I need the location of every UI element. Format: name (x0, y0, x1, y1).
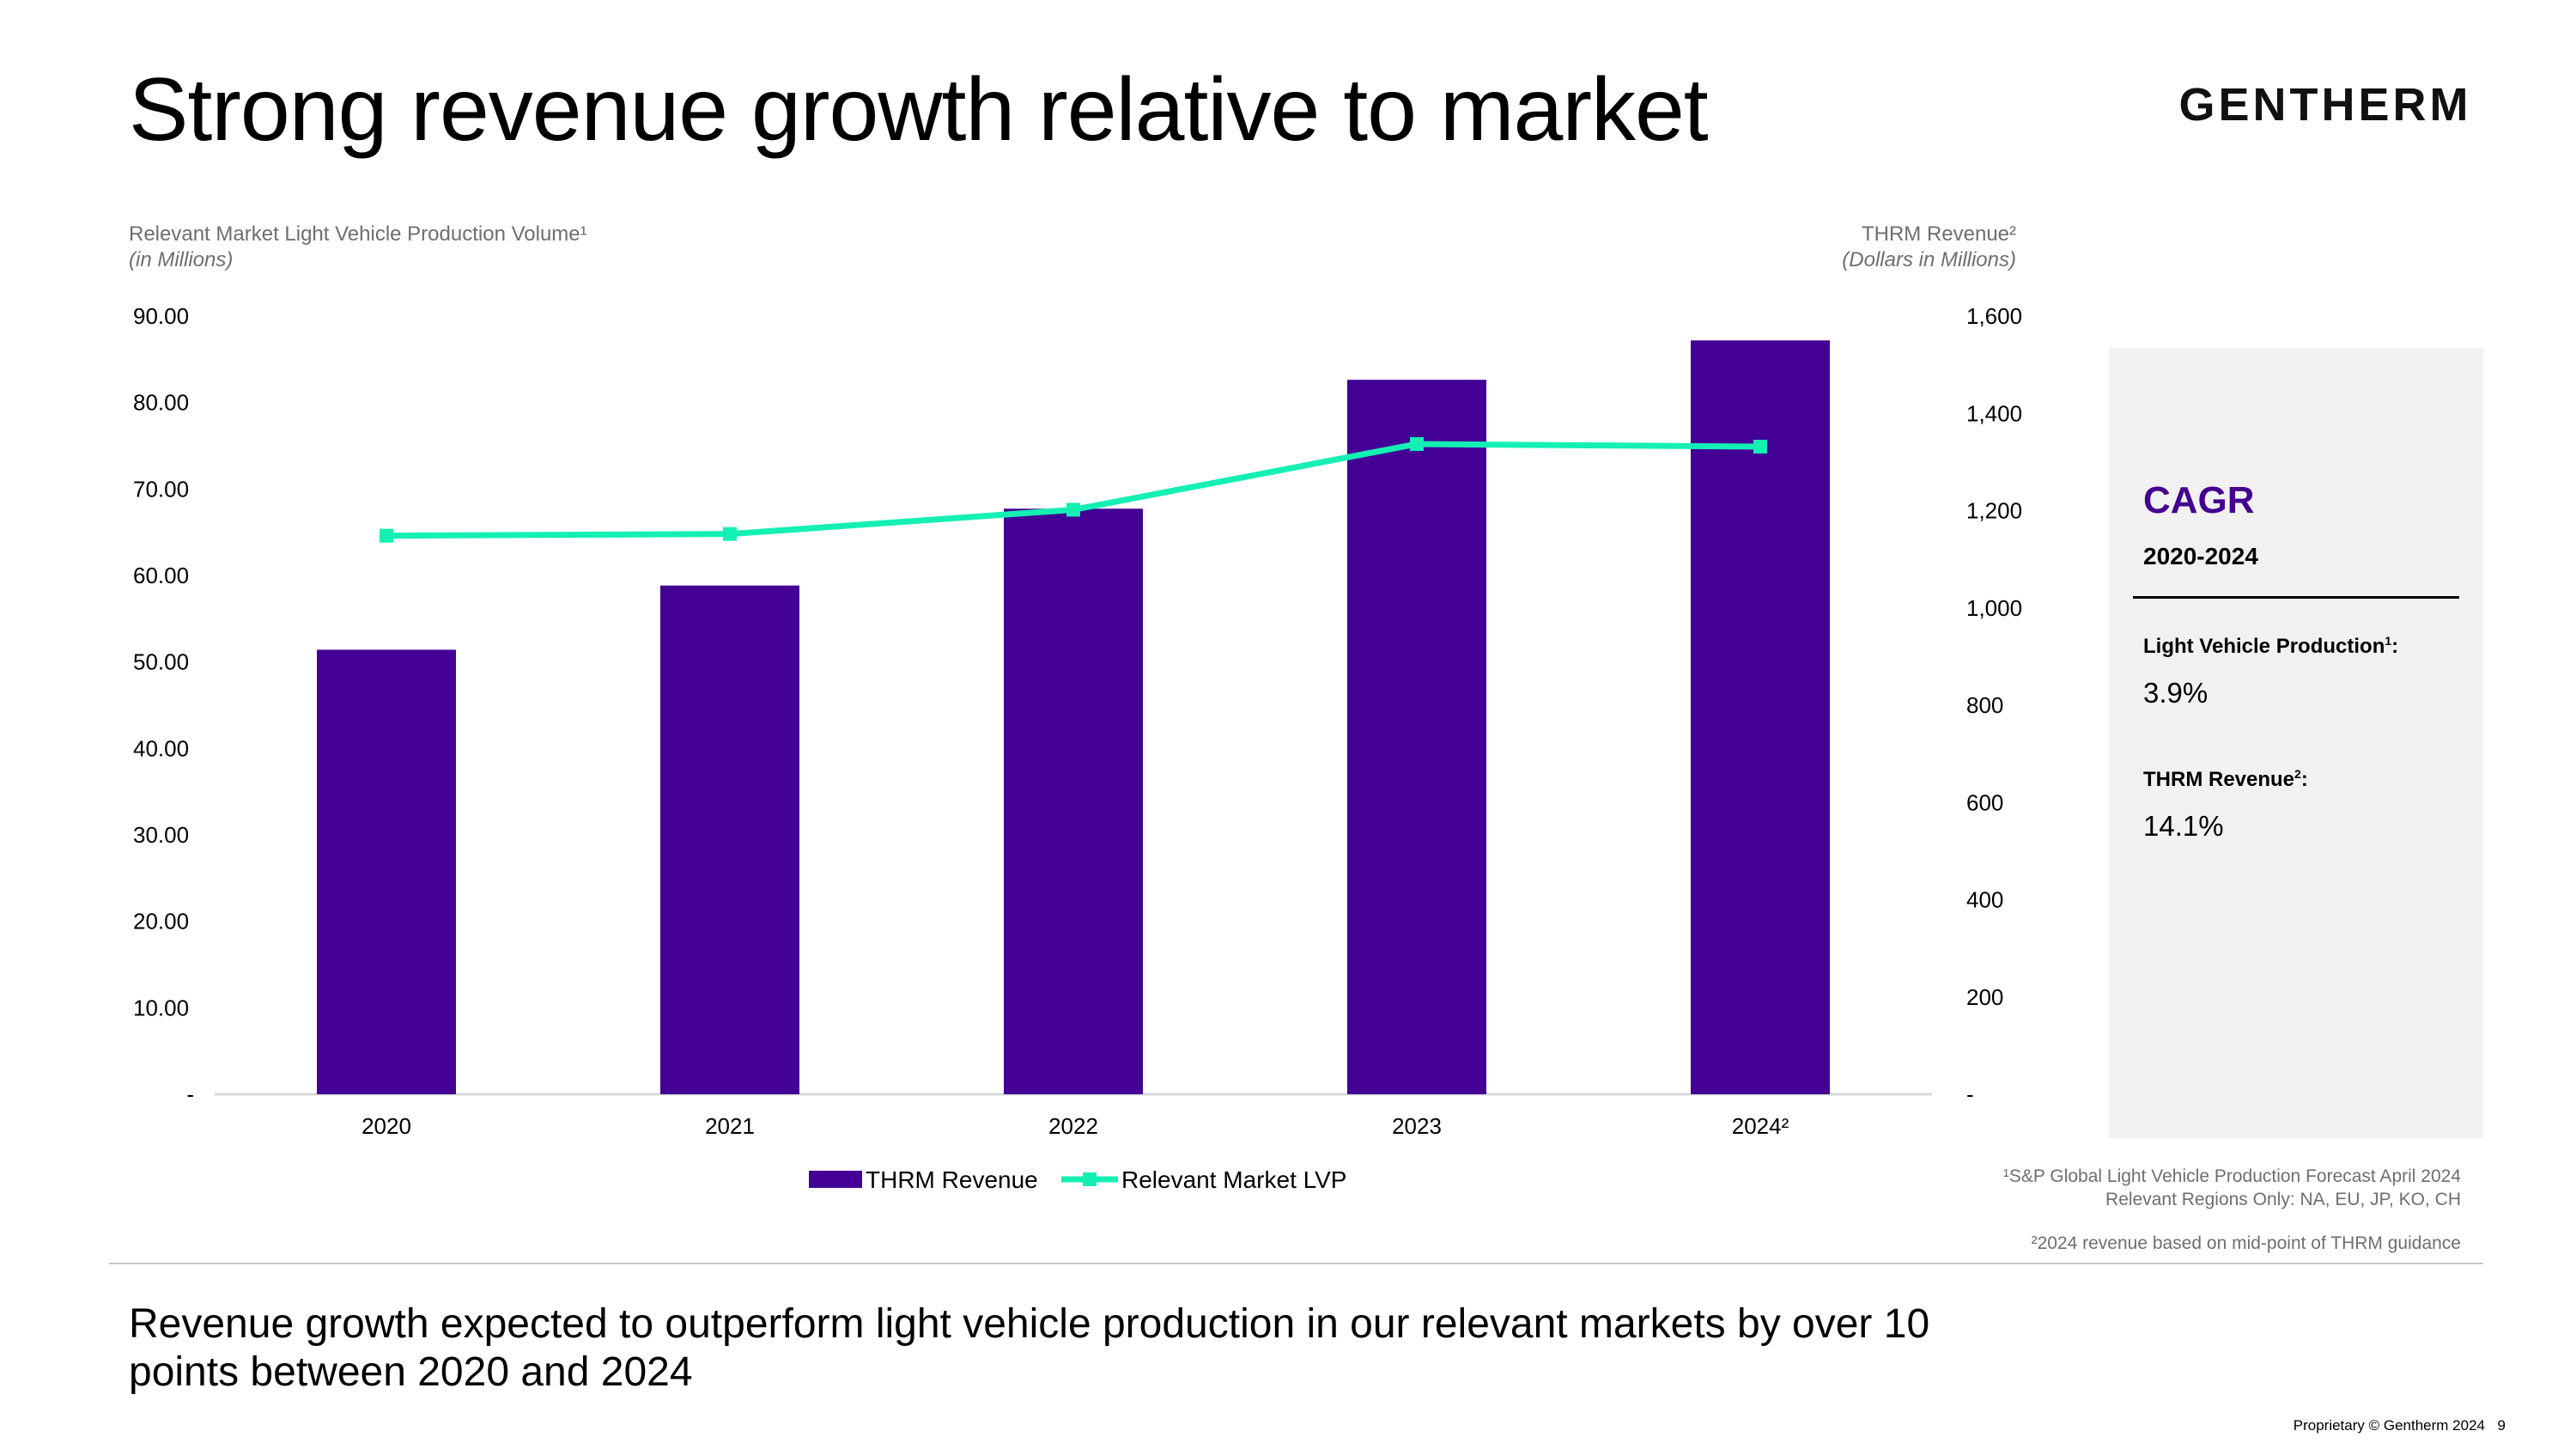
cagr-rev-sup: 2 (2294, 767, 2301, 781)
right-axis-tick: 1,400 (1966, 400, 2022, 426)
left-axis-tick: 90.00 (133, 303, 189, 329)
proprietary-notice: Proprietary © Gentherm 2024 (2293, 1417, 2485, 1434)
bar-thrm-revenue (660, 586, 799, 1094)
cagr-panel: CAGR 2020-2024 Light Vehicle Production1… (2109, 348, 2483, 1138)
left-axis-tick: - (186, 1081, 194, 1107)
right-axis-tick: 200 (1966, 984, 2003, 1010)
cagr-rev-label: THRM Revenue2: (2143, 767, 2308, 792)
cagr-lvp-label-text: Light Vehicle Production (2143, 635, 2385, 658)
left-axis-tick: 40.00 (133, 735, 189, 761)
x-axis-tick: 2020 (361, 1113, 411, 1139)
cagr-lvp-label: Light Vehicle Production1: (2143, 634, 2398, 659)
divider-rule (109, 1263, 2483, 1264)
page-number: 9 (2498, 1417, 2506, 1434)
left-axis-tick: 50.00 (133, 649, 189, 675)
right-axis-tick: 400 (1966, 887, 2003, 913)
cagr-rev-value: 14.1% (2143, 810, 2224, 843)
x-axis-tick: 2022 (1048, 1113, 1098, 1139)
left-axis-tick: 80.00 (133, 390, 189, 416)
left-axis-tick: 10.00 (133, 995, 189, 1020)
footnote-1-line-1: ¹S&P Global Light Vehicle Production For… (2003, 1165, 2461, 1188)
right-axis-tick: 1,600 (1966, 303, 2022, 329)
legend-swatch-thrm-revenue (809, 1171, 862, 1188)
line-point-lvp (380, 529, 393, 543)
cagr-lvp-sup: 1 (2385, 634, 2391, 648)
right-axis-tick: - (1966, 1081, 1974, 1107)
line-point-lvp (1753, 440, 1767, 454)
left-axis-tick: 60.00 (133, 563, 189, 588)
line-point-lvp (723, 527, 737, 541)
legend-label-lvp: Relevant Market LVP (1121, 1166, 1347, 1193)
right-axis-tick: 600 (1966, 789, 2003, 815)
footnote-1: ¹S&P Global Light Vehicle Production For… (2003, 1165, 2461, 1211)
cagr-lvp-value: 3.9% (2143, 677, 2208, 709)
line-point-lvp (1066, 502, 1080, 516)
cagr-divider (2133, 596, 2459, 599)
legend-swatch-lvp-marker (1083, 1172, 1097, 1186)
line-point-lvp (1410, 437, 1424, 451)
summary-text: Revenue growth expected to outperform li… (129, 1300, 2018, 1397)
x-axis-tick: 2021 (705, 1113, 755, 1139)
right-axis-tick: 1,000 (1966, 595, 2022, 621)
cagr-period: 2020-2024 (2143, 543, 2258, 570)
cagr-title: CAGR (2143, 479, 2255, 522)
footnote-2: ²2024 revenue based on mid-point of THRM… (2032, 1232, 2461, 1255)
left-axis-tick: 20.00 (133, 909, 189, 935)
left-axis-tick: 30.00 (133, 822, 189, 848)
right-axis-tick: 800 (1966, 692, 2003, 718)
left-axis-tick: 70.00 (133, 476, 189, 502)
footnote-1-line-2: Relevant Regions Only: NA, EU, JP, KO, C… (2003, 1188, 2461, 1211)
legend-label-thrm-revenue: THRM Revenue (866, 1166, 1038, 1193)
bar-thrm-revenue (1347, 380, 1486, 1094)
right-axis-tick: 1,200 (1966, 498, 2022, 524)
bar-thrm-revenue (1004, 508, 1143, 1094)
bar-thrm-revenue (317, 649, 456, 1094)
cagr-rev-label-text: THRM Revenue (2143, 768, 2294, 791)
x-axis-tick: 2023 (1392, 1113, 1442, 1139)
x-axis-tick: 2024² (1732, 1113, 1789, 1139)
